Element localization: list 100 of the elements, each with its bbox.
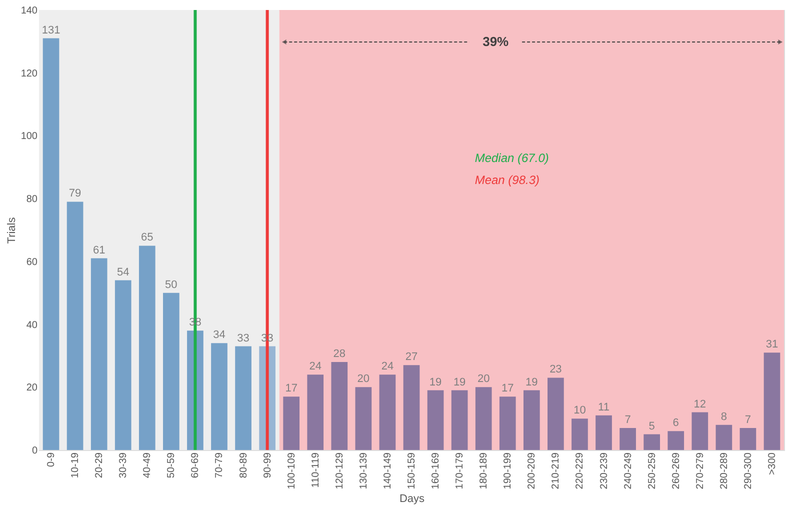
bar	[403, 365, 420, 450]
x-tick-label: 170-179	[454, 452, 466, 490]
data-label: 12	[694, 398, 706, 410]
x-tick-label: 220-229	[574, 452, 586, 490]
data-label: 7	[624, 414, 631, 426]
data-label: 17	[285, 382, 298, 395]
data-label: 131	[42, 24, 60, 36]
x-tick-label: 180-189	[478, 452, 490, 490]
x-tick-label: 210-219	[550, 452, 562, 490]
x-tick-label: 60-69	[190, 452, 202, 478]
bar	[307, 374, 324, 450]
x-tick-label: 240-249	[622, 452, 634, 490]
bar	[523, 390, 540, 450]
data-label: 24	[381, 360, 394, 373]
data-label: 65	[141, 232, 154, 244]
data-label: 28	[333, 348, 346, 360]
bar	[451, 390, 468, 450]
x-tick-label: 10-19	[70, 452, 82, 478]
bar	[499, 396, 516, 450]
y-tick-label: 40	[26, 320, 38, 331]
ref-line-label: Median (67.0)	[474, 151, 549, 165]
y-tick-label: 80	[26, 194, 38, 206]
x-tick-label: 230-239	[598, 452, 610, 490]
bar	[163, 292, 180, 450]
data-label: 27	[405, 351, 418, 364]
data-label: 54	[116, 266, 130, 278]
data-label: 19	[526, 376, 538, 388]
bar	[692, 412, 708, 450]
data-label: 5	[648, 420, 655, 432]
data-label: 24	[309, 360, 322, 373]
bar	[644, 434, 660, 450]
data-label: 31	[766, 338, 778, 351]
bar	[283, 396, 300, 450]
x-tick-label: 80-89	[238, 452, 250, 478]
data-label: 19	[453, 376, 466, 388]
bar	[138, 246, 156, 450]
x-tick-label: 100-109	[286, 452, 298, 490]
bar	[548, 378, 564, 450]
bar	[114, 280, 132, 450]
bar	[211, 343, 228, 450]
bar	[235, 346, 252, 450]
x-tick-label: 140-149	[382, 452, 394, 490]
bar	[355, 387, 372, 450]
x-tick-label: 280-289	[718, 452, 730, 490]
ref-line-label: Mean (98.3)	[474, 173, 540, 187]
data-label: 79	[68, 188, 82, 200]
data-label: 33	[237, 332, 250, 344]
bar	[596, 415, 612, 450]
bar	[427, 390, 444, 450]
bar	[379, 374, 396, 450]
data-label: 23	[550, 364, 562, 376]
x-tick-label: 190-199	[502, 452, 514, 490]
data-label: 17	[502, 382, 514, 395]
bar	[42, 38, 60, 450]
x-tick-label: 70-79	[214, 452, 226, 478]
x-tick-label: 150-159	[406, 452, 418, 490]
x-tick-label: 260-269	[670, 452, 682, 490]
bar	[572, 418, 588, 450]
x-tick-label: 90-99	[262, 452, 274, 478]
bar	[90, 258, 108, 450]
data-label: 8	[720, 410, 727, 423]
x-tick-label: 30-39	[118, 452, 130, 478]
x-tick-label: 250-259	[646, 452, 658, 490]
x-tick-label: 270-279	[694, 452, 706, 490]
data-label: 10	[574, 404, 586, 417]
bar	[716, 424, 732, 450]
x-tick-label: 110-119	[310, 452, 322, 488]
x-tick-label: 20-29	[94, 452, 106, 478]
data-label: 20	[477, 373, 490, 386]
bar	[66, 202, 84, 450]
x-tick-label: 130-139	[358, 452, 370, 490]
data-label: 20	[357, 373, 370, 386]
bar	[668, 431, 684, 450]
bar	[764, 352, 780, 450]
bar	[475, 387, 492, 450]
bar	[620, 428, 636, 450]
data-label: 19	[429, 376, 442, 388]
x-tick-label: 50-59	[166, 452, 178, 478]
data-label: 61	[92, 244, 106, 256]
x-tick-label: 40-49	[142, 452, 154, 478]
x-tick-label: >300	[766, 452, 778, 476]
data-label: 50	[165, 278, 178, 291]
y-axis-title: Trials	[6, 216, 18, 244]
y-tick-label: 140	[20, 6, 38, 16]
bar	[331, 362, 348, 450]
x-tick-label: 120-129	[334, 452, 346, 490]
x-tick-label: 290-300	[742, 452, 754, 490]
x-axis-title: Days	[399, 493, 426, 506]
x-tick-label: 160-169	[430, 452, 442, 490]
data-label: 11	[598, 401, 610, 414]
y-tick-label: 0	[32, 446, 38, 456]
y-tick-label: 120	[20, 68, 38, 80]
band-label: 39%	[482, 34, 510, 49]
bar	[740, 428, 756, 450]
data-label: 7	[744, 414, 752, 426]
data-label: 34	[213, 329, 226, 342]
y-tick-label: 20	[26, 382, 38, 394]
y-tick-label: 60	[26, 256, 38, 268]
data-label: 6	[672, 417, 679, 430]
x-tick-label: 0-9	[46, 452, 58, 467]
